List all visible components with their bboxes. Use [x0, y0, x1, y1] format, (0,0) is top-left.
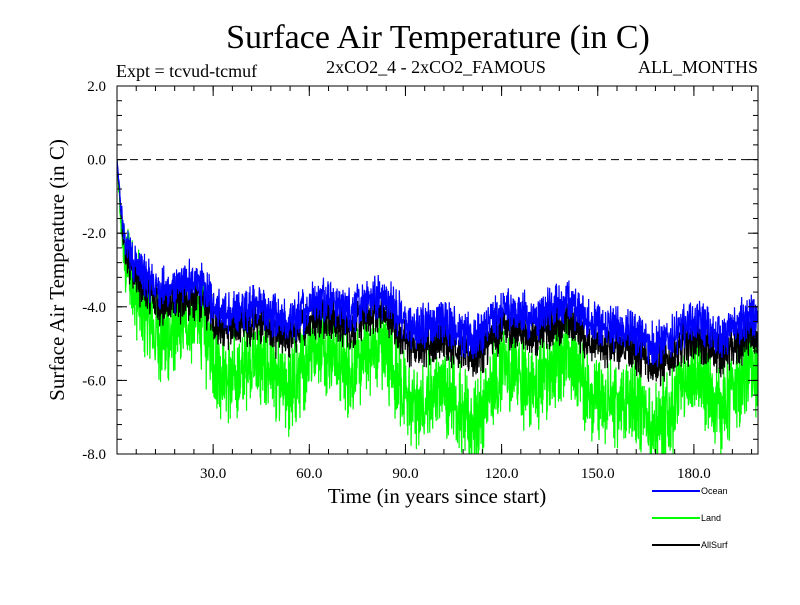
ticks-layer: -8.0 -6.0 -4.0 -2.0 0.0 2.0 30.0 60.0 90.0 120.0 1… — [82, 79, 758, 482]
plot-frame — [116, 85, 759, 455]
x-tick-label: 150.0 — [581, 466, 615, 482]
legend: Ocean Land AllSurf — [652, 486, 728, 550]
chart-subtitle-left: Expt = tcvud-tcmuf — [116, 61, 257, 81]
legend-label-land: Land — [701, 513, 721, 523]
series-line-land — [117, 159, 758, 454]
x-tick-label: 30.0 — [200, 466, 226, 482]
legend-label-ocean: Ocean — [701, 486, 728, 496]
series-line-ocean — [117, 159, 758, 367]
x-axis-label: Time (in years since start) — [328, 484, 547, 508]
chart-subtitle-center: 2xCO2_4 - 2xCO2_FAMOUS — [326, 57, 546, 77]
y-tick-label: -6.0 — [82, 373, 106, 389]
legend-label-allsurf: AllSurf — [701, 540, 728, 550]
x-tick-label: 180.0 — [677, 466, 711, 482]
chart-subtitle-right: ALL_MONTHS — [638, 57, 758, 77]
y-axis-label: Surface Air Temperature (in C) — [45, 139, 69, 401]
x-tick-label: 90.0 — [392, 466, 418, 482]
series-layer — [117, 159, 758, 454]
y-tick-label: -8.0 — [82, 447, 106, 463]
y-tick-label: 2.0 — [87, 79, 106, 95]
y-tick-label: 0.0 — [87, 153, 106, 169]
x-tick-label: 120.0 — [485, 466, 519, 482]
y-tick-label: -4.0 — [82, 300, 106, 316]
x-tick-label: 60.0 — [296, 466, 322, 482]
y-tick-label: -2.0 — [82, 226, 106, 242]
chart-title: Surface Air Temperature (in C) — [226, 19, 650, 56]
